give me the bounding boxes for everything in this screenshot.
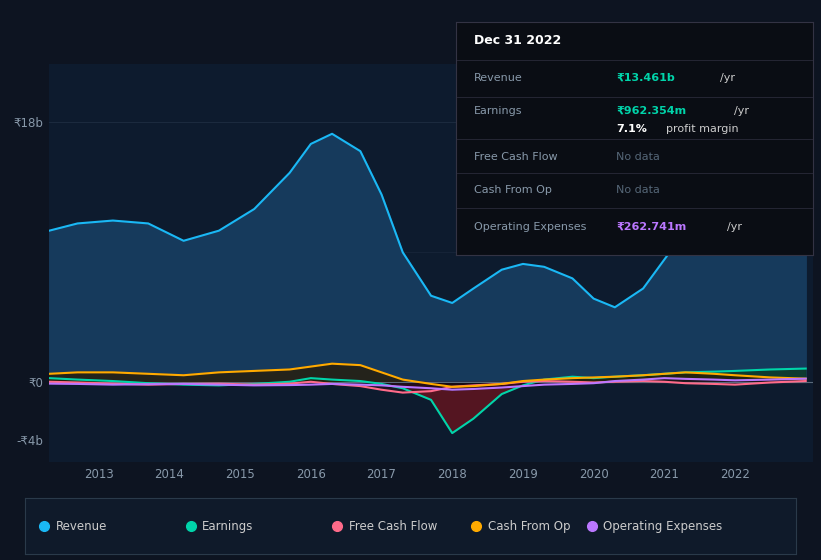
Text: Revenue: Revenue [56,520,107,533]
Text: No data: No data [617,152,660,162]
Text: /yr: /yr [720,73,735,83]
Text: Free Cash Flow: Free Cash Flow [474,152,557,162]
Text: ₹962.354m: ₹962.354m [617,106,686,116]
Text: No data: No data [617,185,660,195]
Text: Earnings: Earnings [474,106,522,116]
Text: Cash From Op: Cash From Op [474,185,552,195]
Text: /yr: /yr [734,106,750,116]
Text: Operating Expenses: Operating Expenses [474,222,586,232]
Text: profit margin: profit margin [667,124,739,134]
Text: /yr: /yr [727,222,742,232]
Text: Operating Expenses: Operating Expenses [603,520,722,533]
Text: Cash From Op: Cash From Op [488,520,570,533]
Text: ₹262.741m: ₹262.741m [617,222,686,232]
Text: ₹13.461b: ₹13.461b [617,73,675,83]
Text: Revenue: Revenue [474,73,522,83]
Text: 7.1%: 7.1% [617,124,647,134]
Text: Free Cash Flow: Free Cash Flow [349,520,437,533]
Text: Earnings: Earnings [202,520,254,533]
Text: Dec 31 2022: Dec 31 2022 [474,35,561,48]
